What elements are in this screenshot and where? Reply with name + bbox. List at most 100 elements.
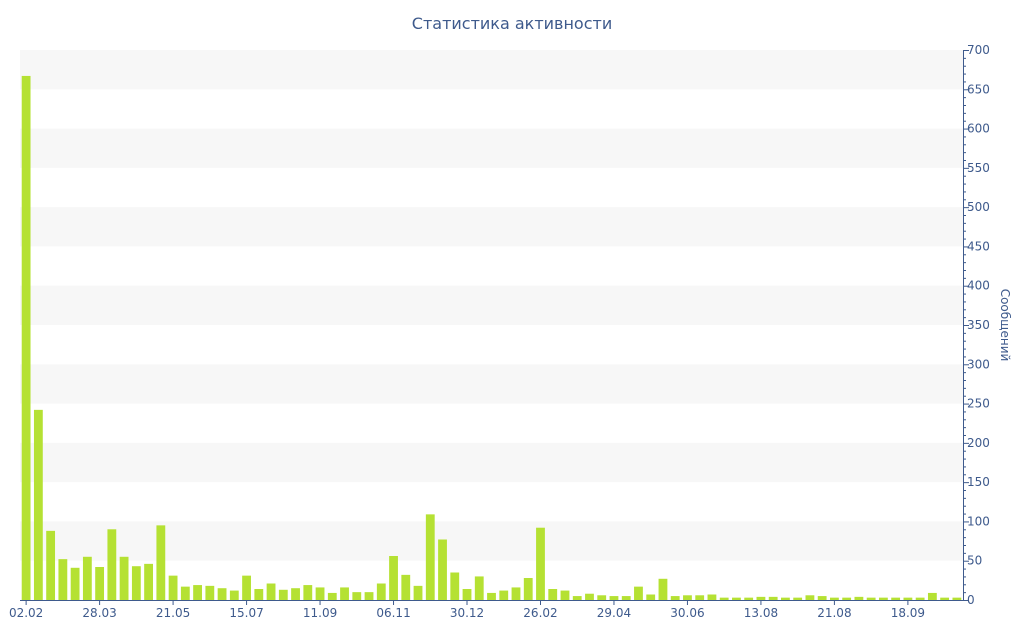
bar[interactable] (438, 539, 447, 601)
bar[interactable] (793, 597, 803, 600)
bar[interactable] (95, 567, 105, 600)
bar[interactable] (474, 576, 484, 600)
grid-band (20, 364, 963, 404)
bar[interactable] (536, 527, 545, 600)
x-tick-label: 26.02 (523, 606, 557, 620)
bar[interactable] (487, 592, 496, 600)
bar[interactable] (193, 585, 202, 600)
bar[interactable] (683, 595, 692, 600)
bar[interactable] (781, 597, 790, 600)
bar[interactable] (229, 590, 239, 600)
bar[interactable] (291, 588, 300, 600)
bar[interactable] (46, 530, 56, 600)
bar[interactable] (658, 578, 668, 600)
bar[interactable] (376, 583, 386, 601)
bar[interactable] (21, 75, 31, 601)
bar[interactable] (131, 566, 141, 600)
bar[interactable] (340, 587, 349, 600)
bar[interactable] (425, 514, 435, 600)
bar[interactable] (732, 597, 741, 600)
bar[interactable] (401, 574, 411, 600)
y-tick-label: 300 (967, 357, 990, 371)
y-tick-label: 700 (967, 43, 990, 57)
bar[interactable] (744, 597, 754, 600)
bar[interactable] (523, 578, 533, 600)
x-tick-label: 18.09 (891, 606, 925, 620)
x-tick-label: 30.06 (670, 606, 704, 620)
bar[interactable] (805, 595, 815, 600)
bar[interactable] (560, 590, 570, 600)
bar[interactable] (107, 529, 117, 600)
bar[interactable] (156, 525, 166, 600)
bar[interactable] (903, 597, 913, 600)
bar[interactable] (205, 585, 215, 600)
bar[interactable] (927, 592, 937, 600)
x-tick-label: 30.12 (450, 606, 484, 620)
bar[interactable] (609, 596, 619, 600)
bar[interactable] (866, 597, 876, 600)
bar[interactable] (768, 596, 778, 600)
bar[interactable] (915, 597, 925, 600)
bar[interactable] (413, 585, 423, 600)
x-tick-label: 06.11 (376, 606, 410, 620)
y-tick-label: 50 (967, 554, 982, 568)
y-tick-label: 500 (967, 200, 990, 214)
bar[interactable] (695, 595, 705, 600)
bar[interactable] (364, 592, 374, 600)
bar[interactable] (830, 597, 839, 600)
chart-title: Статистика активности (411, 14, 613, 33)
bar[interactable] (548, 589, 558, 600)
y-tick-label: 100 (967, 514, 990, 528)
bar[interactable] (303, 585, 313, 600)
bar[interactable] (854, 596, 864, 600)
bar[interactable] (817, 596, 827, 600)
bar[interactable] (670, 596, 680, 600)
bar[interactable] (144, 563, 153, 600)
bar[interactable] (572, 596, 582, 600)
bar[interactable] (352, 592, 362, 600)
x-tick-label: 13.08 (744, 606, 778, 620)
bar[interactable] (511, 587, 521, 600)
bar[interactable] (58, 559, 68, 600)
grid-bands (20, 50, 963, 561)
bar[interactable] (266, 583, 276, 601)
bar[interactable] (254, 589, 264, 600)
bar[interactable] (242, 575, 251, 600)
bar[interactable] (168, 575, 178, 600)
bar[interactable] (940, 597, 950, 600)
bar[interactable] (462, 589, 472, 600)
bar[interactable] (891, 597, 901, 600)
bar[interactable] (33, 409, 43, 600)
bar[interactable] (180, 586, 190, 600)
bar[interactable] (327, 592, 337, 600)
bar[interactable] (646, 594, 656, 601)
bar[interactable] (878, 597, 888, 600)
bar[interactable] (842, 597, 852, 600)
y-tick-label: 200 (967, 436, 990, 450)
bar[interactable] (82, 556, 92, 600)
y-tick-label: 550 (967, 161, 990, 175)
grid-band (20, 285, 963, 325)
bar[interactable] (621, 596, 631, 600)
bar[interactable] (217, 588, 227, 600)
bar[interactable] (707, 594, 717, 601)
grid-band (20, 128, 963, 168)
grid-band (20, 521, 963, 561)
bar[interactable] (278, 589, 288, 600)
bar[interactable] (315, 587, 325, 600)
bar[interactable] (70, 567, 80, 600)
bar[interactable] (597, 595, 607, 600)
x-tick-label: 02.02 (9, 606, 43, 620)
bar[interactable] (499, 590, 509, 600)
bar[interactable] (585, 593, 594, 600)
bar[interactable] (450, 572, 460, 601)
bar[interactable] (756, 596, 766, 600)
bar[interactable] (634, 586, 643, 600)
bar[interactable] (119, 556, 129, 600)
bar[interactable] (389, 556, 398, 600)
grid-band (20, 207, 963, 247)
bar[interactable] (719, 597, 729, 600)
bar[interactable] (952, 597, 962, 600)
x-tick-label: 28.03 (82, 606, 116, 620)
